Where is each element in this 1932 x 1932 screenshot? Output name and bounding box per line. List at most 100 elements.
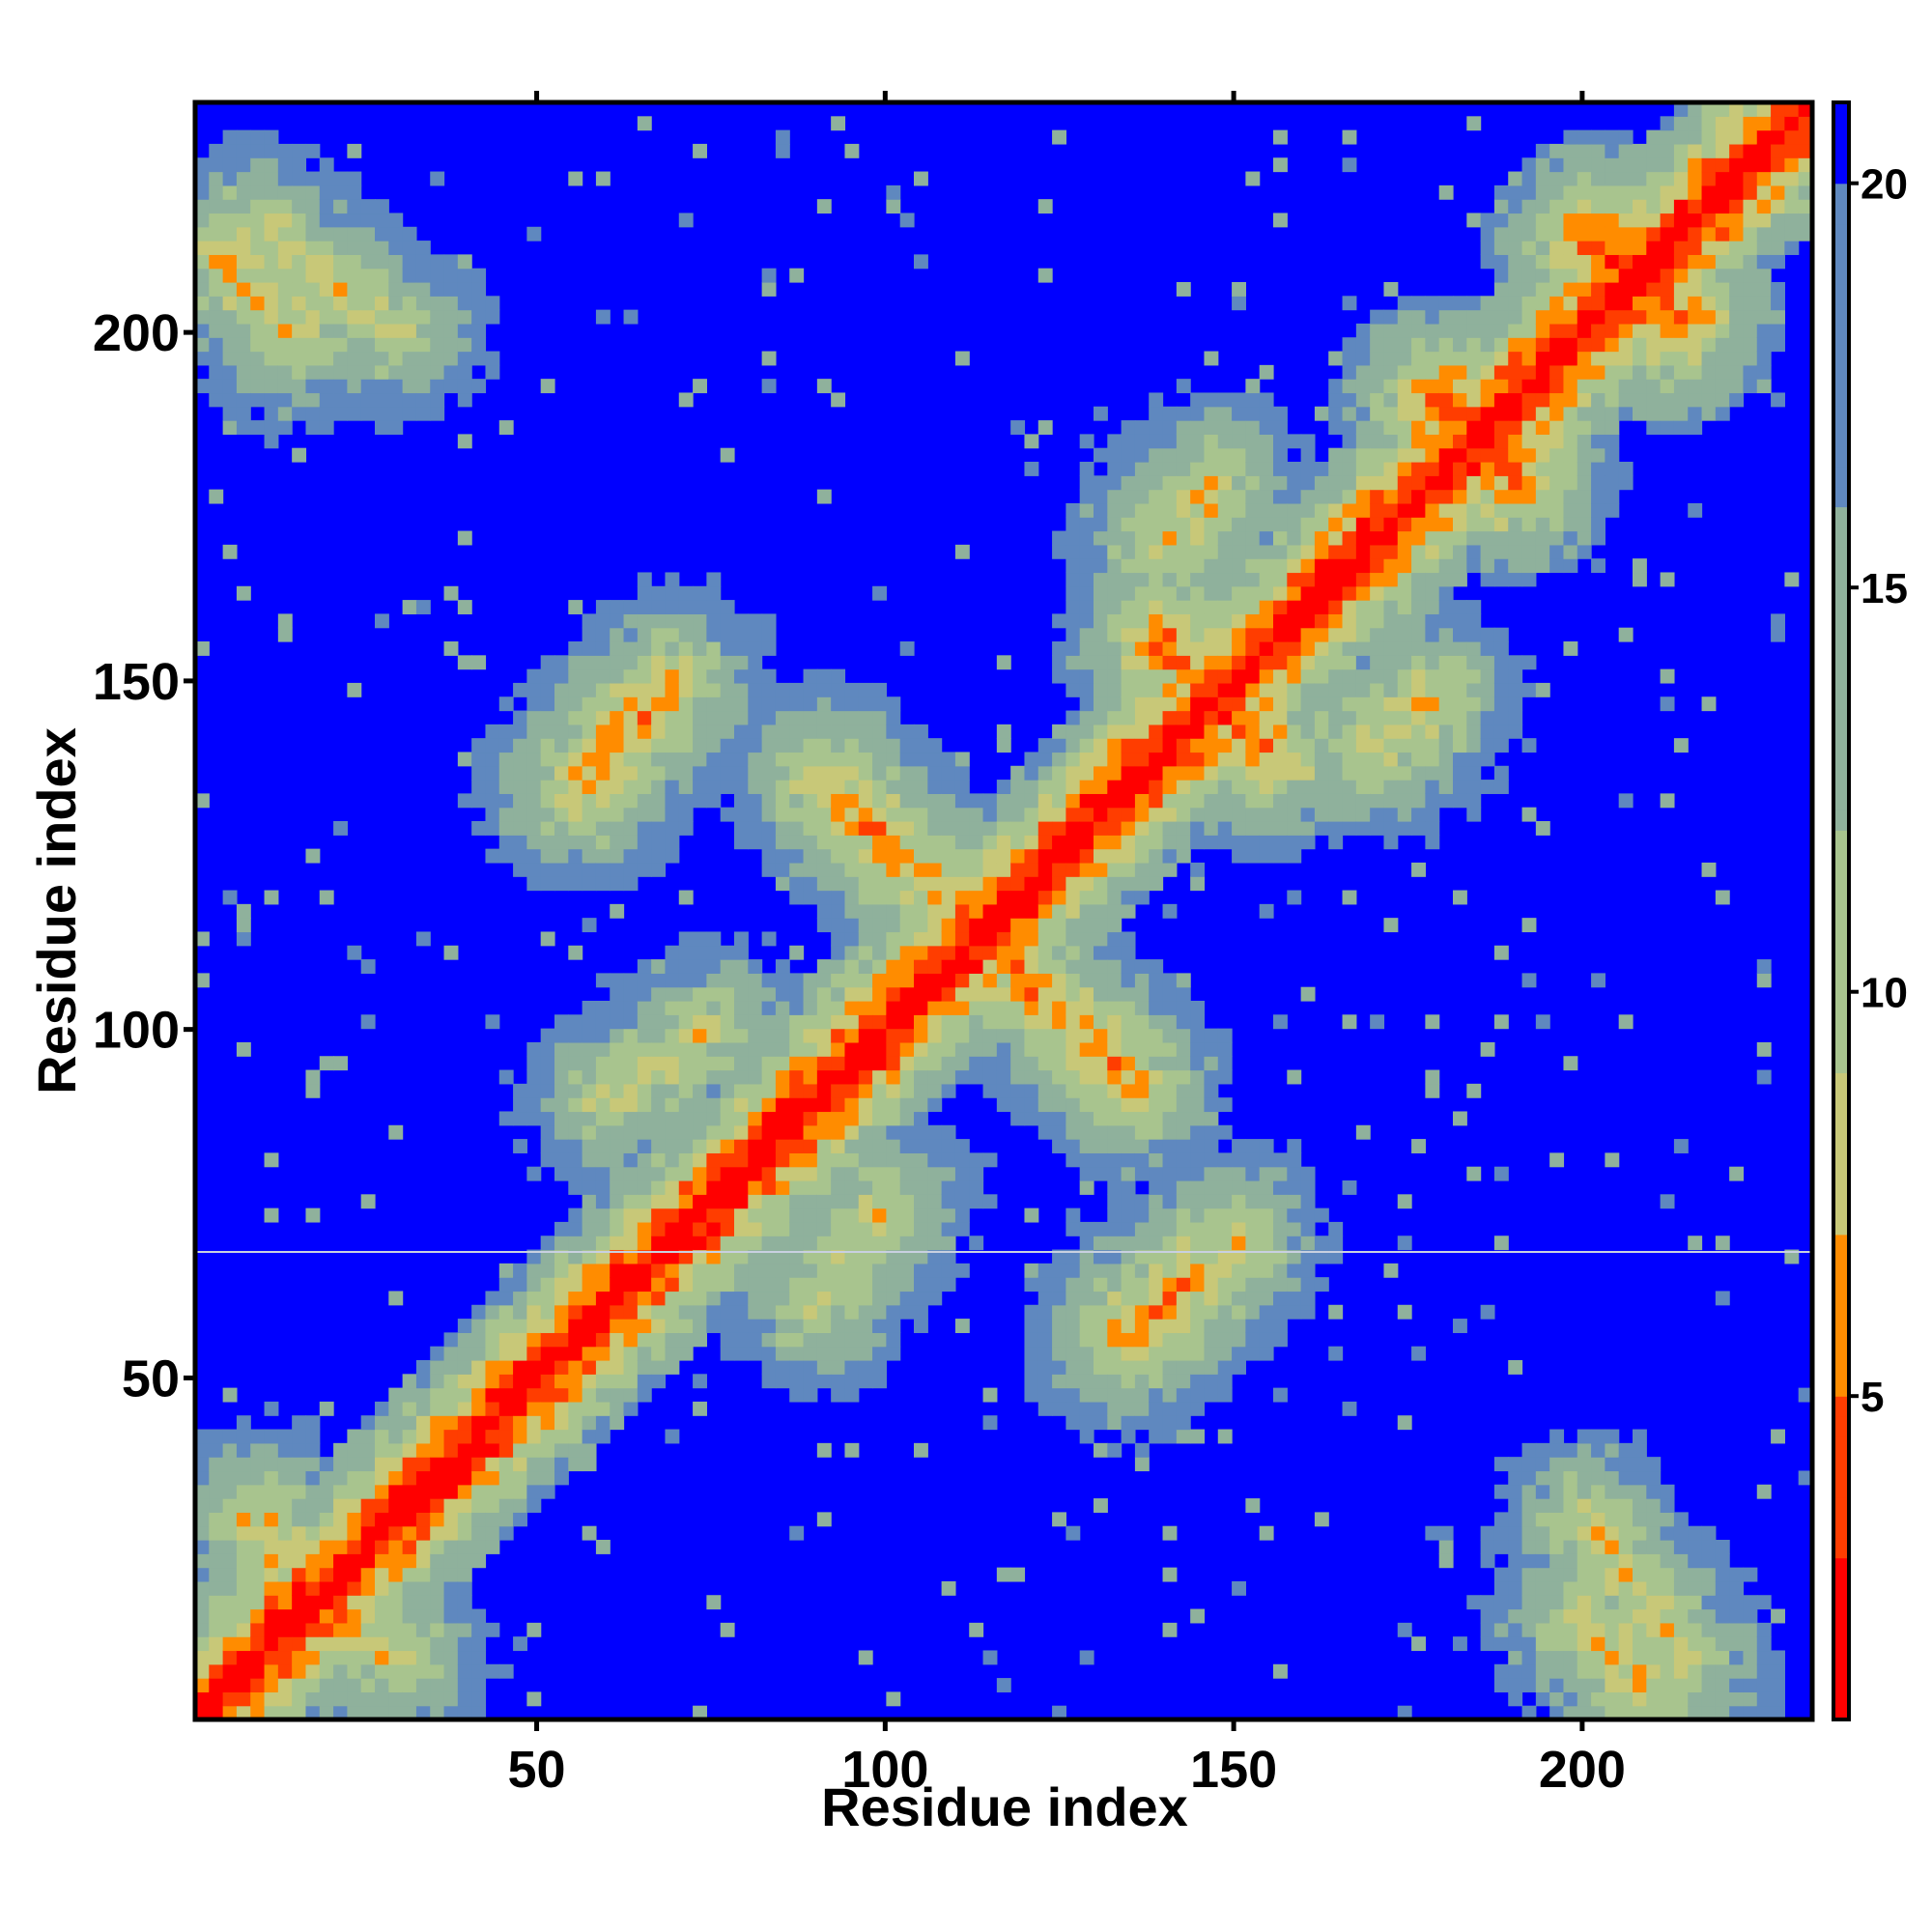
heatmap-cell <box>610 1415 625 1431</box>
heatmap-cell <box>277 268 293 283</box>
heatmap-cell <box>761 682 777 697</box>
heatmap-cell <box>319 379 334 394</box>
heatmap-cell <box>443 1540 459 1554</box>
heatmap-cell <box>443 1415 459 1431</box>
heatmap-cell <box>1079 1319 1094 1333</box>
heatmap-cell <box>610 710 625 725</box>
heatmap-cell <box>333 337 348 353</box>
heatmap-cell <box>1535 392 1550 408</box>
heatmap-cell <box>720 655 735 670</box>
heatmap-cell <box>803 890 818 905</box>
heatmap-cell <box>222 185 238 200</box>
heatmap-cell <box>305 1595 321 1610</box>
heatmap-cell <box>305 1691 321 1707</box>
heatmap-cell <box>471 1374 487 1389</box>
heatmap-cell <box>1024 462 1039 476</box>
heatmap-cell <box>388 337 404 353</box>
heatmap-cell <box>360 1650 376 1665</box>
heatmap-cell <box>1535 1580 1550 1596</box>
heatmap-cell <box>693 1304 707 1320</box>
heatmap-cell <box>1107 890 1122 905</box>
heatmap-cell <box>540 780 555 794</box>
heatmap-cell <box>1259 1291 1274 1306</box>
heatmap-cell <box>513 1291 527 1306</box>
heatmap-cell <box>347 143 362 158</box>
heatmap-cell <box>1453 379 1467 394</box>
heatmap-cell <box>319 1608 334 1624</box>
heatmap-cell <box>250 129 266 145</box>
heatmap-cell <box>872 1304 887 1320</box>
heatmap-cell <box>1535 1595 1550 1610</box>
heatmap-cell <box>1535 1553 1550 1569</box>
heatmap-cell <box>1217 627 1233 642</box>
heatmap-cell <box>222 1663 238 1679</box>
heatmap-cell <box>1453 752 1467 767</box>
heatmap-cell <box>927 1263 943 1278</box>
heatmap-cell <box>734 1041 749 1057</box>
heatmap-cell <box>1037 1263 1053 1278</box>
heatmap-cell <box>1618 1678 1634 1692</box>
heatmap-cell <box>388 309 404 325</box>
heatmap-cell <box>1149 1097 1164 1113</box>
heatmap-cell <box>1508 364 1523 380</box>
heatmap-cell <box>1397 613 1412 629</box>
heatmap-cell <box>1591 213 1605 228</box>
heatmap-cell <box>1162 738 1178 753</box>
heatmap-cell <box>1577 1580 1592 1596</box>
heatmap-cell <box>402 1705 417 1720</box>
heatmap-cell <box>665 1263 680 1278</box>
heatmap-cell <box>1605 379 1620 394</box>
heatmap-cell <box>941 862 956 877</box>
heatmap-cell <box>1190 420 1206 435</box>
heatmap-cell <box>1037 890 1053 905</box>
heatmap-cell <box>319 185 334 200</box>
heatmap-cell <box>1508 475 1523 491</box>
heatmap-cell <box>775 862 790 877</box>
heatmap-cell <box>1397 710 1412 725</box>
heatmap-cell <box>222 254 238 270</box>
heatmap-cell <box>1162 1236 1178 1251</box>
heatmap-cell <box>347 1608 362 1624</box>
heatmap-cell <box>1232 475 1246 491</box>
heatmap-cell <box>1121 862 1136 877</box>
heatmap-cell <box>1052 1056 1066 1071</box>
heatmap-cell <box>706 793 722 809</box>
heatmap-cell <box>858 780 873 794</box>
heatmap-cell <box>1425 627 1440 642</box>
heatmap-cell <box>803 973 818 988</box>
heatmap-cell <box>1493 1608 1509 1624</box>
heatmap-cell <box>388 1484 404 1499</box>
heatmap-cell <box>637 986 652 1002</box>
heatmap-cell <box>375 226 389 242</box>
heatmap-cell <box>236 1678 251 1692</box>
heatmap-cell <box>1134 1442 1150 1458</box>
heatmap-cell <box>651 1001 667 1015</box>
heatmap-cell <box>651 1304 667 1320</box>
heatmap-cell <box>1065 1221 1081 1236</box>
heatmap-cell <box>651 765 667 781</box>
heatmap-cell <box>388 1608 404 1624</box>
heatmap-cell <box>1411 780 1426 794</box>
heatmap-cell <box>706 641 722 656</box>
heatmap-cell <box>1094 406 1108 421</box>
heatmap-cell <box>1190 1001 1206 1015</box>
heatmap-cell <box>1052 1304 1066 1320</box>
heatmap-cell <box>1411 862 1426 877</box>
heatmap-cell <box>1549 406 1565 421</box>
heatmap-cell <box>1563 1678 1578 1692</box>
heatmap-cell <box>292 1608 307 1624</box>
heatmap-cell <box>1217 835 1233 850</box>
heatmap-cell <box>1438 696 1454 712</box>
heatmap-cell <box>1052 1249 1066 1264</box>
heatmap-cell <box>1342 1180 1357 1195</box>
heatmap-cell <box>789 682 805 697</box>
heatmap-cell <box>1149 973 1164 988</box>
heatmap-cell <box>415 268 431 283</box>
heatmap-cell <box>1618 1470 1634 1486</box>
heatmap-cell <box>471 1360 487 1375</box>
heatmap-cell <box>761 1124 777 1140</box>
heatmap-cell <box>1079 986 1094 1002</box>
heatmap-cell <box>485 364 500 380</box>
heatmap-cell <box>415 1387 431 1403</box>
